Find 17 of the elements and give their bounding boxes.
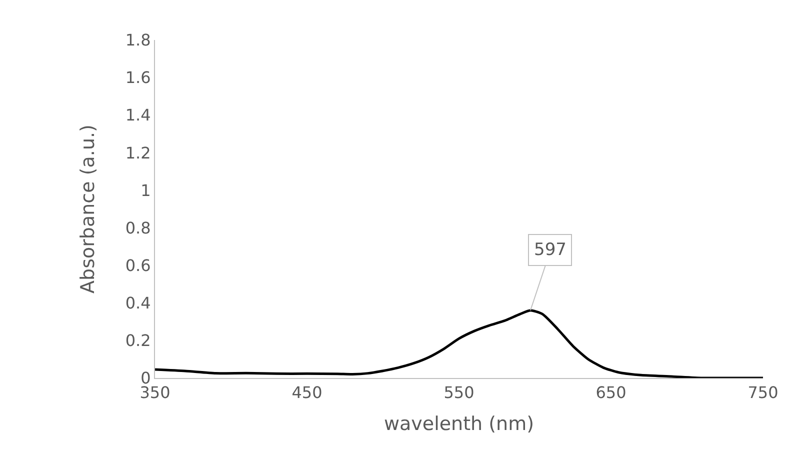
- y-tick-label: 1.2: [125, 143, 151, 162]
- y-tick-label: 1: [140, 180, 151, 200]
- x-tick-label: 450: [292, 383, 322, 402]
- y-tick-label: 1.6: [125, 68, 151, 88]
- y-tick-label: 0.4: [125, 293, 151, 312]
- x-tick-label: 350: [140, 383, 170, 402]
- y-tick-label: 0.8: [125, 218, 151, 238]
- y-tick-label: 0.6: [125, 256, 151, 275]
- y-tick-label: 1.4: [125, 106, 151, 125]
- x-tick-label: 750: [748, 383, 778, 402]
- y-tick-label: 0.2: [125, 331, 151, 350]
- x-axis-title: wavelenth (nm): [384, 413, 534, 435]
- y-tick-label: 1.8: [125, 30, 151, 50]
- y-axis-title: Absorbance (a.u.): [77, 124, 100, 294]
- x-tick-label: 550: [444, 383, 474, 402]
- x-tick-label: 650: [596, 383, 626, 402]
- annotation: 597: [534, 240, 566, 260]
